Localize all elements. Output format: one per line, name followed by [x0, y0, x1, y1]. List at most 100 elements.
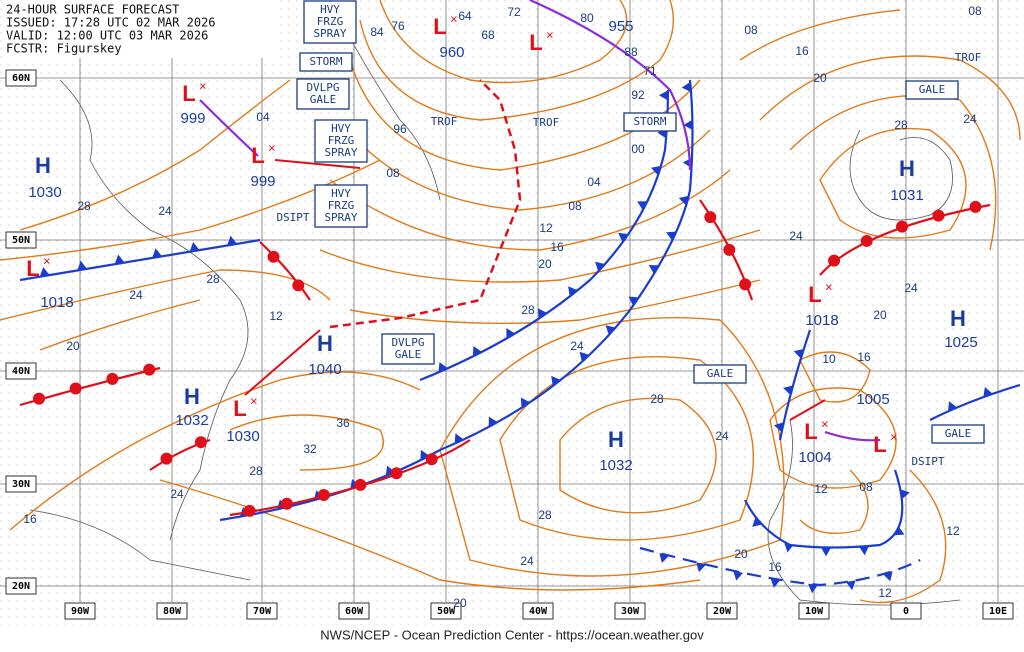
low-center-x: × [268, 140, 276, 155]
center-pressure: 1005 [856, 391, 889, 408]
isobar-label: 20 [453, 596, 467, 610]
warm-front-pip [280, 497, 293, 510]
warm-front-pip [969, 200, 982, 213]
center-pressure: 1032 [599, 457, 632, 474]
low-center-x: × [450, 11, 458, 26]
low-center-x: × [825, 279, 833, 294]
low-center-letter: L [182, 81, 195, 106]
isobar-label: 68 [481, 28, 495, 42]
isobar-label: 24 [158, 204, 172, 218]
lat-lon-grid: 60N 50N 40N 30N 20N 90W 80W 70W 60W 50W 40W 30W 20W 1… [0, 0, 1024, 620]
isobar-label: 12 [269, 309, 283, 323]
center-pressure: 1030 [226, 428, 259, 445]
high-center-letter: H [899, 156, 915, 181]
cold-front-pip [628, 296, 639, 306]
center-pressure: 1031 [890, 187, 923, 204]
isobar-label: 12 [814, 482, 828, 496]
cold-front-pip [520, 397, 530, 408]
warning-text: GALE [945, 427, 972, 440]
cold-front-pip [681, 81, 692, 92]
cold-front-pip [659, 553, 670, 564]
isobar-label: 28 [894, 118, 908, 132]
warning-text: SPRAY [313, 27, 346, 40]
lon-label: 20W [713, 606, 732, 617]
isobar-label: 08 [859, 480, 873, 494]
warning-text: STORM [633, 115, 666, 128]
cold-front-pip [666, 231, 677, 241]
front [744, 469, 904, 549]
lon-label: 80W [163, 606, 182, 617]
lat-label-box [5, 69, 37, 87]
warm-front-pip [723, 243, 736, 256]
center-pressure: 1018 [40, 294, 73, 311]
lat-label-box [5, 231, 37, 249]
occluded-front [529, 0, 692, 171]
center-pressure: 1018 [805, 312, 838, 329]
warning-text: GALE [919, 83, 946, 96]
cold-front-pip [472, 346, 482, 357]
isobar-label: 24 [789, 229, 803, 243]
cold-front-pip [770, 578, 781, 588]
warning-text: DVLPG [391, 336, 424, 349]
warning-box [314, 184, 368, 228]
warm-front-pip [292, 279, 305, 292]
lon-label-box [338, 602, 370, 620]
warning-text: SPRAY [324, 146, 357, 159]
lat-label: 60N [12, 73, 30, 84]
lon-label-box [246, 602, 278, 620]
warm-front-pip [739, 278, 752, 291]
isobar-label: 92 [631, 88, 645, 102]
cold-front-pip [893, 526, 905, 536]
warning-text: HVY [331, 122, 351, 135]
warning-box [693, 364, 747, 384]
low-center-letter: L [873, 432, 886, 457]
isobar-label: 20 [813, 71, 827, 85]
cold-front-pip [783, 541, 794, 553]
header-line: 24-HOUR SURFACE FORECAST [6, 3, 179, 17]
lon-label: 60W [345, 606, 364, 617]
lon-label-box [614, 602, 646, 620]
lon-label: 0 [903, 606, 909, 617]
front [229, 439, 471, 517]
front [929, 383, 1021, 421]
center-pressure: 1040 [308, 361, 341, 378]
isobar-label: 72 [507, 5, 521, 19]
cold-front-pip [438, 362, 448, 373]
isobar-label: 24 [904, 281, 918, 295]
lon-label-box [890, 602, 922, 620]
isobar-label: 04 [587, 175, 601, 189]
lon-label-box [64, 602, 96, 620]
warning-text: HVY [331, 187, 351, 200]
high-center-letter: H [950, 306, 966, 331]
isobar-label: 12 [539, 221, 553, 235]
feature-label: DSIPT [276, 211, 309, 224]
isobar-label: 08 [568, 199, 582, 213]
lon-label: 30W [621, 606, 640, 617]
isobar-label: 24 [129, 288, 143, 302]
warning-box [303, 0, 357, 44]
header-line: VALID: 12:00 UTC 03 MAR 2026 [6, 29, 208, 43]
warm-front-pip [425, 453, 438, 466]
isobar-label: 28 [77, 199, 91, 213]
cold-front-pip [752, 516, 763, 527]
isobar-label: 04 [256, 110, 270, 124]
isobar-label: 28 [521, 303, 535, 317]
isobar-label: 08 [744, 23, 758, 37]
isobar-label: 64 [458, 9, 472, 23]
warning-text: FRZG [317, 15, 344, 28]
warm-front-pip [267, 250, 280, 263]
cold-front-pip [385, 465, 396, 476]
lat-label: 50N [12, 235, 30, 246]
warning-text: FRZG [328, 134, 355, 147]
warning-box [381, 333, 435, 365]
feature-label: TROF [533, 116, 560, 129]
isobar-label: 10 [822, 352, 836, 366]
isobar-label: 12 [946, 524, 960, 538]
high-center-letter: H [608, 427, 624, 452]
cold-front-pip [845, 580, 856, 591]
isobar-label: 96 [393, 122, 407, 136]
header-box [2, 0, 274, 58]
low-center-x: × [199, 78, 207, 93]
